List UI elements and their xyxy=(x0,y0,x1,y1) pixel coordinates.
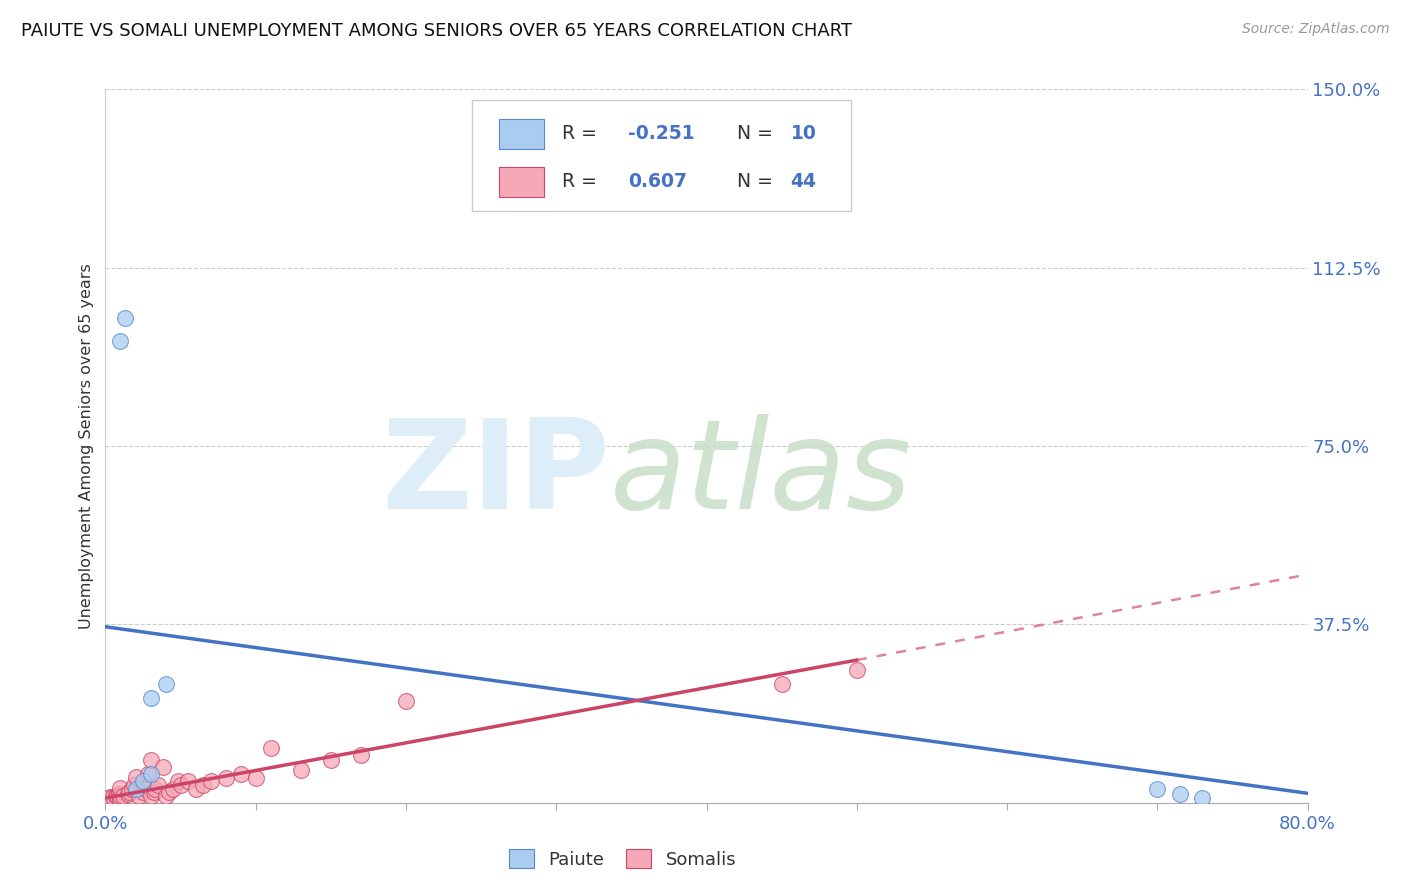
Text: 44: 44 xyxy=(790,172,817,191)
Text: R =: R = xyxy=(562,172,603,191)
Point xyxy=(135,781,157,796)
Y-axis label: Unemployment Among Seniors over 65 years: Unemployment Among Seniors over 65 years xyxy=(79,263,94,629)
Point xyxy=(97,791,120,805)
Point xyxy=(122,778,145,792)
Text: N =: N = xyxy=(724,172,779,191)
Point xyxy=(191,778,214,792)
Point xyxy=(1146,782,1168,797)
Point xyxy=(142,785,165,799)
Point xyxy=(260,741,283,756)
Point xyxy=(229,767,252,781)
Point xyxy=(169,778,191,792)
FancyBboxPatch shape xyxy=(472,100,851,211)
Legend: Paiute, Somalis: Paiute, Somalis xyxy=(502,842,744,876)
Text: 10: 10 xyxy=(790,124,817,143)
Point xyxy=(114,310,136,325)
FancyBboxPatch shape xyxy=(499,167,544,196)
Point xyxy=(124,781,146,796)
Point xyxy=(770,677,793,691)
Point xyxy=(132,774,155,789)
Point xyxy=(162,781,184,796)
Point xyxy=(290,764,312,778)
Text: -0.251: -0.251 xyxy=(628,124,695,143)
Point xyxy=(395,693,418,707)
Point xyxy=(98,790,121,805)
Point xyxy=(107,789,129,803)
Point xyxy=(124,770,146,784)
Point xyxy=(110,334,132,349)
Point xyxy=(146,778,169,792)
Point xyxy=(845,663,868,677)
Point xyxy=(118,785,141,799)
Text: ZIP: ZIP xyxy=(381,414,610,535)
Point xyxy=(110,780,132,795)
Point xyxy=(157,785,180,799)
Point xyxy=(166,774,188,789)
Point xyxy=(1191,791,1213,805)
Point xyxy=(200,774,222,789)
FancyBboxPatch shape xyxy=(499,119,544,148)
Point xyxy=(112,789,135,803)
Point xyxy=(101,790,124,805)
Point xyxy=(139,789,162,803)
Point xyxy=(319,753,342,767)
Point xyxy=(1168,787,1191,801)
Point xyxy=(245,771,267,785)
Point xyxy=(121,781,143,796)
Point xyxy=(117,787,139,801)
Point xyxy=(128,789,150,803)
Point xyxy=(155,789,177,803)
Point xyxy=(110,792,132,806)
Point xyxy=(155,677,177,691)
Point xyxy=(139,753,162,767)
Text: Source: ZipAtlas.com: Source: ZipAtlas.com xyxy=(1241,22,1389,37)
Text: 0.607: 0.607 xyxy=(628,172,688,191)
Point xyxy=(139,691,162,706)
Point xyxy=(139,767,162,781)
Point xyxy=(177,774,200,789)
Point xyxy=(214,771,236,785)
Point xyxy=(350,748,373,763)
Point xyxy=(136,767,159,781)
Text: N =: N = xyxy=(724,124,779,143)
Point xyxy=(152,760,174,774)
Text: R =: R = xyxy=(562,124,603,143)
Point xyxy=(132,785,155,799)
Point xyxy=(143,781,166,796)
Text: PAIUTE VS SOMALI UNEMPLOYMENT AMONG SENIORS OVER 65 YEARS CORRELATION CHART: PAIUTE VS SOMALI UNEMPLOYMENT AMONG SENI… xyxy=(21,22,852,40)
Text: atlas: atlas xyxy=(610,414,912,535)
Point xyxy=(104,789,127,803)
Point xyxy=(184,781,207,796)
Point xyxy=(110,789,132,803)
Point xyxy=(108,787,131,801)
